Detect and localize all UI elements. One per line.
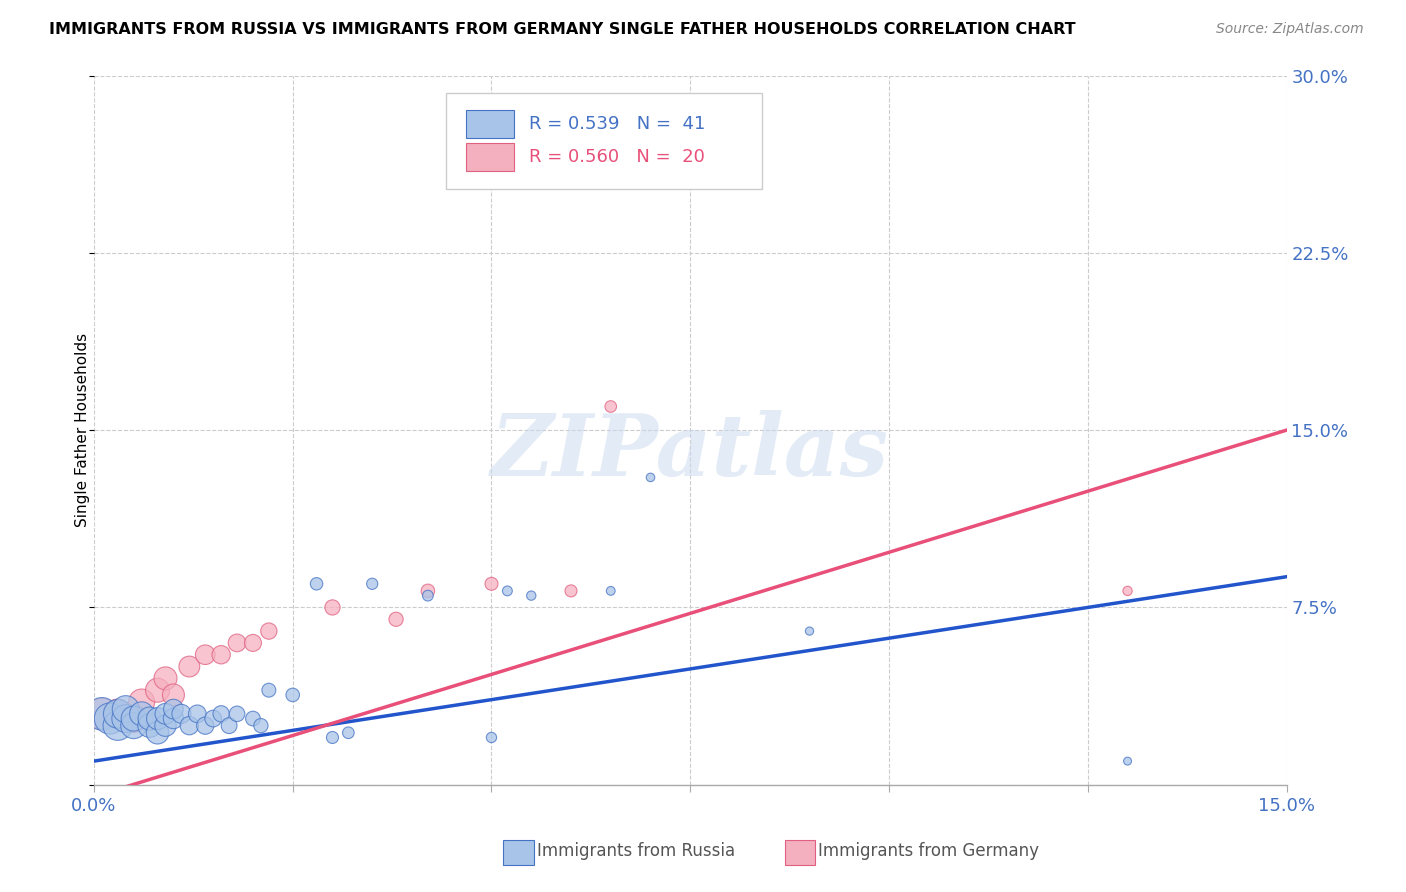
Point [242,636,264,650]
Point [416,583,439,598]
Point [131,706,153,721]
Point [155,719,177,733]
Point [146,683,169,698]
Point [114,702,136,716]
Point [209,648,232,662]
Point [107,706,129,721]
Point [162,702,184,716]
Point [1116,583,1139,598]
Point [122,712,145,726]
Text: R = 0.539   N =  41: R = 0.539 N = 41 [529,115,706,133]
Point [416,589,439,603]
Point [481,576,503,591]
FancyBboxPatch shape [446,94,762,189]
Point [179,659,201,673]
Point [107,706,129,721]
Point [242,712,264,726]
Text: IMMIGRANTS FROM RUSSIA VS IMMIGRANTS FROM GERMANY SINGLE FATHER HOUSEHOLDS CORRE: IMMIGRANTS FROM RUSSIA VS IMMIGRANTS FRO… [49,22,1076,37]
Point [138,712,160,726]
Point [114,712,136,726]
Point [321,731,343,745]
Point [321,600,343,615]
Point [186,706,208,721]
Point [520,589,543,603]
Point [202,712,225,726]
Point [496,583,519,598]
Point [337,725,360,739]
Point [257,683,280,698]
Text: Source: ZipAtlas.com: Source: ZipAtlas.com [1216,22,1364,37]
Point [281,688,304,702]
Point [162,712,184,726]
FancyBboxPatch shape [465,110,513,138]
Point [361,576,384,591]
Point [226,706,249,721]
Point [146,712,169,726]
Text: R = 0.560   N =  20: R = 0.560 N = 20 [529,148,706,166]
Point [194,719,217,733]
Point [90,706,112,721]
Text: ZIPatlas: ZIPatlas [491,409,890,493]
Point [385,612,408,626]
Point [481,731,503,745]
Point [122,719,145,733]
Point [209,706,232,721]
Point [257,624,280,638]
Point [599,400,621,414]
Point [170,706,193,721]
Y-axis label: Single Father Households: Single Father Households [75,333,90,527]
Point [599,583,621,598]
Point [560,583,582,598]
Point [146,725,169,739]
Point [305,576,328,591]
Point [107,719,129,733]
Point [162,688,184,702]
Point [138,719,160,733]
Text: Immigrants from Germany: Immigrants from Germany [818,842,1039,860]
Point [98,712,121,726]
Point [122,712,145,726]
Point [90,706,112,721]
Point [640,470,662,484]
Point [218,719,240,733]
Point [799,624,821,638]
Point [179,719,201,733]
Point [226,636,249,650]
Point [155,706,177,721]
Point [155,672,177,686]
Point [1116,754,1139,768]
Point [131,695,153,709]
FancyBboxPatch shape [465,143,513,171]
Text: Immigrants from Russia: Immigrants from Russia [537,842,735,860]
Point [250,719,273,733]
Point [194,648,217,662]
